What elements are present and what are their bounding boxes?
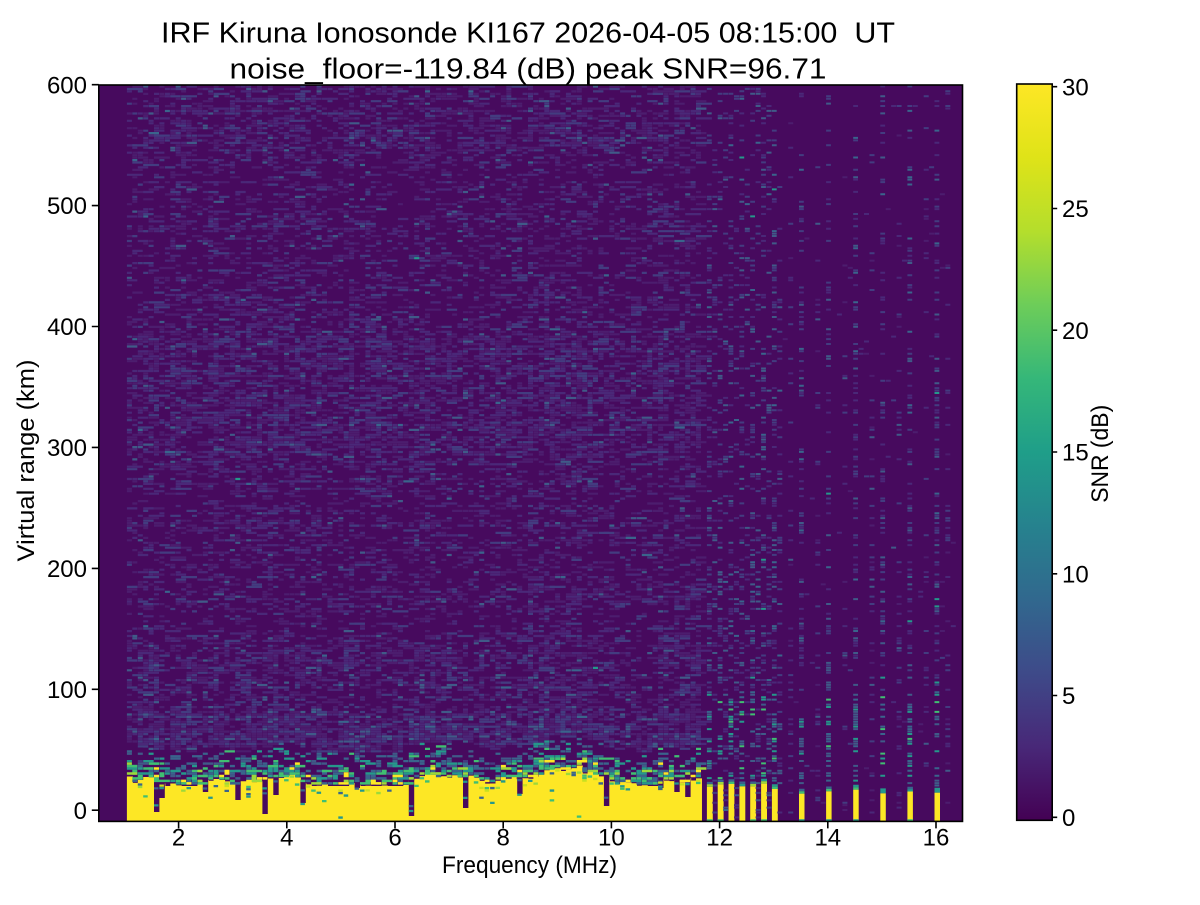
svg-text:25: 25: [1062, 196, 1089, 223]
svg-text:30: 30: [1062, 74, 1089, 101]
svg-text:Virtual range (km): Virtual range (km): [13, 360, 40, 562]
svg-text:20: 20: [1062, 318, 1089, 345]
svg-text:0: 0: [1062, 805, 1075, 832]
svg-text:noise_floor=-119.84 (dB) peak: noise_floor=-119.84 (dB) peak SNR=96.71: [230, 54, 827, 86]
svg-text:15: 15: [1062, 440, 1089, 467]
svg-text:300: 300: [47, 435, 87, 462]
svg-text:600: 600: [47, 72, 87, 99]
svg-text:Frequency (MHz): Frequency (MHz): [442, 852, 617, 879]
svg-text:16: 16: [923, 825, 950, 852]
svg-text:5: 5: [1062, 683, 1075, 710]
svg-text:8: 8: [497, 825, 510, 852]
svg-text:SNR (dB): SNR (dB): [1087, 405, 1114, 503]
svg-text:2: 2: [172, 825, 185, 852]
svg-text:500: 500: [47, 193, 87, 220]
svg-text:10: 10: [598, 825, 625, 852]
svg-text:4: 4: [280, 825, 293, 852]
svg-text:0: 0: [74, 798, 87, 825]
svg-text:100: 100: [47, 677, 87, 704]
svg-text:IRF Kiruna Ionosonde KI167 202: IRF Kiruna Ionosonde KI167 2026-04-05 08…: [161, 18, 895, 50]
svg-text:400: 400: [47, 314, 87, 341]
svg-text:200: 200: [47, 556, 87, 583]
svg-text:14: 14: [814, 825, 841, 852]
svg-text:12: 12: [706, 825, 733, 852]
svg-text:10: 10: [1062, 561, 1089, 588]
svg-text:6: 6: [388, 825, 401, 852]
